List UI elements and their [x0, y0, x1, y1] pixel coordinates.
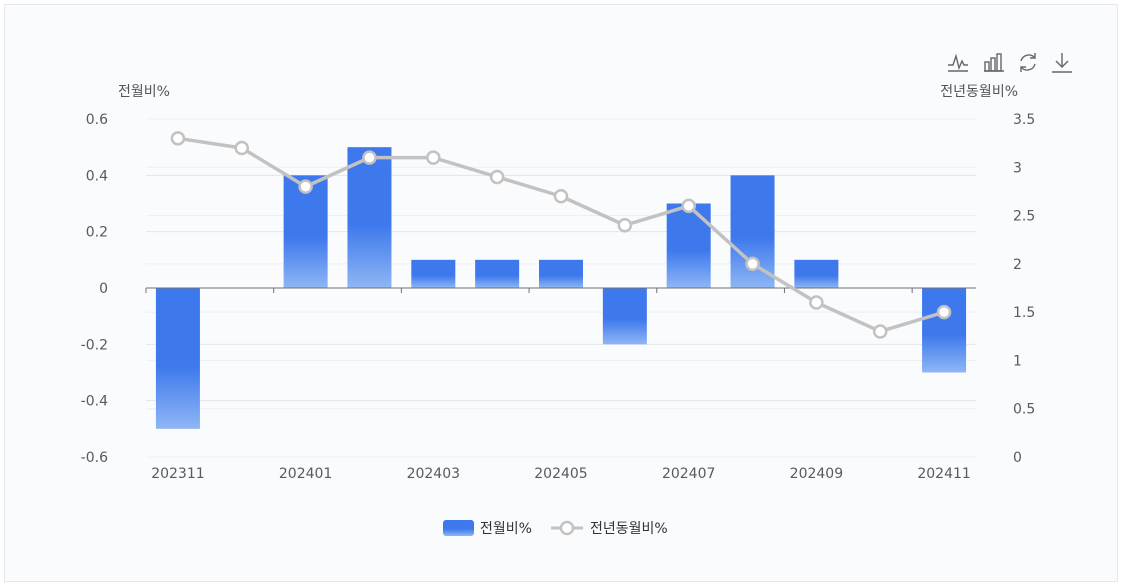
bar-series	[155, 147, 967, 429]
x-tick-label: 202405	[534, 466, 587, 482]
x-tick-label: 202407	[662, 466, 715, 482]
legend-line-label: 전년동월비%	[590, 521, 668, 537]
right-tick-label: 1	[1013, 353, 1022, 369]
right-tick-label: 2.5	[1013, 209, 1035, 225]
line-point[interactable]	[234, 140, 250, 156]
line-point[interactable]	[362, 150, 377, 165]
left-tick-label: -0.2	[81, 337, 108, 353]
bar[interactable]	[922, 288, 967, 373]
line-chart-icon[interactable]	[948, 53, 968, 72]
left-tick-label: 0.6	[86, 112, 108, 128]
x-tick-label: 202409	[790, 466, 843, 482]
x-tick-label: 202401	[279, 466, 332, 482]
left-tick-label: 0.4	[86, 168, 108, 184]
bar[interactable]	[475, 259, 520, 288]
bar[interactable]	[666, 203, 711, 289]
line-point[interactable]	[809, 295, 824, 310]
line-point[interactable]	[681, 198, 696, 214]
legend-line-marker	[559, 520, 575, 536]
legend-item-bar[interactable]: 전월비%	[443, 520, 532, 537]
x-tick-label: 202411	[917, 466, 970, 482]
line-point[interactable]	[553, 189, 569, 204]
right-tick-label: 3.5	[1013, 112, 1035, 128]
line-point[interactable]	[489, 169, 505, 185]
bar[interactable]	[283, 175, 328, 288]
bar[interactable]	[602, 288, 647, 345]
bar[interactable]	[539, 259, 583, 288]
right-tick-label: 0.5	[1013, 402, 1035, 418]
right-tick-label: 0	[1013, 450, 1022, 466]
right-axis-ticks: 3.5 3 2.5 2 1.5 1 0.5 0	[1013, 112, 1035, 466]
x-tick-label: 202311	[151, 466, 204, 482]
line-point[interactable]	[298, 179, 313, 194]
legend-bar-swatch	[443, 520, 474, 536]
line-point[interactable]	[936, 304, 952, 320]
bar[interactable]	[794, 259, 839, 288]
line-point[interactable]	[617, 217, 633, 233]
right-tick-label: 2	[1013, 257, 1022, 273]
left-tick-label: 0.2	[86, 225, 108, 241]
left-tick-label: -0.4	[81, 394, 108, 410]
line-point[interactable]	[170, 131, 186, 146]
bar[interactable]	[411, 259, 456, 288]
left-tick-label: 0	[99, 281, 108, 297]
x-axis: 202311 202401 202403 202405 202407 202409 2024…	[145, 287, 976, 482]
right-axis-title: 전년동월비%	[940, 84, 1018, 100]
x-tick-label: 202403	[407, 466, 460, 482]
right-tick-label: 1.5	[1013, 305, 1035, 321]
download-icon[interactable]	[1052, 53, 1072, 73]
line-point[interactable]	[745, 256, 760, 272]
line-series	[170, 131, 952, 339]
line-point[interactable]	[872, 324, 888, 339]
left-axis-ticks: 0.6 0.4 0.2 0 -0.2 -0.4 -0.6	[81, 112, 108, 466]
line-point[interactable]	[426, 150, 441, 165]
right-tick-label: 3	[1013, 160, 1022, 176]
bar-chart-icon[interactable]	[984, 53, 1004, 72]
legend-bar-label: 전월비%	[480, 521, 532, 537]
bar[interactable]	[347, 147, 392, 288]
left-axis-title: 전월비%	[118, 84, 170, 100]
legend: 전월비% 전년동월비%	[443, 520, 668, 537]
left-tick-label: -0.6	[81, 450, 108, 466]
legend-item-line[interactable]: 전년동월비%	[551, 520, 668, 537]
bar[interactable]	[155, 288, 200, 429]
refresh-icon[interactable]	[1020, 53, 1036, 72]
